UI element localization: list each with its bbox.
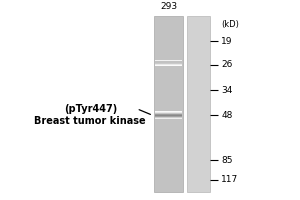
Bar — [187, 16, 210, 192]
Text: 117: 117 — [221, 175, 238, 184]
Text: (kD): (kD) — [221, 20, 239, 29]
Bar — [154, 16, 183, 192]
Text: 26: 26 — [221, 60, 232, 69]
Text: 48: 48 — [221, 111, 232, 120]
Text: 293: 293 — [160, 2, 177, 11]
Text: Breast tumor kinase: Breast tumor kinase — [34, 116, 146, 126]
Text: 19: 19 — [221, 37, 232, 46]
Text: (pTyr447): (pTyr447) — [64, 104, 117, 114]
Text: 34: 34 — [221, 86, 232, 95]
Text: 85: 85 — [221, 156, 232, 165]
